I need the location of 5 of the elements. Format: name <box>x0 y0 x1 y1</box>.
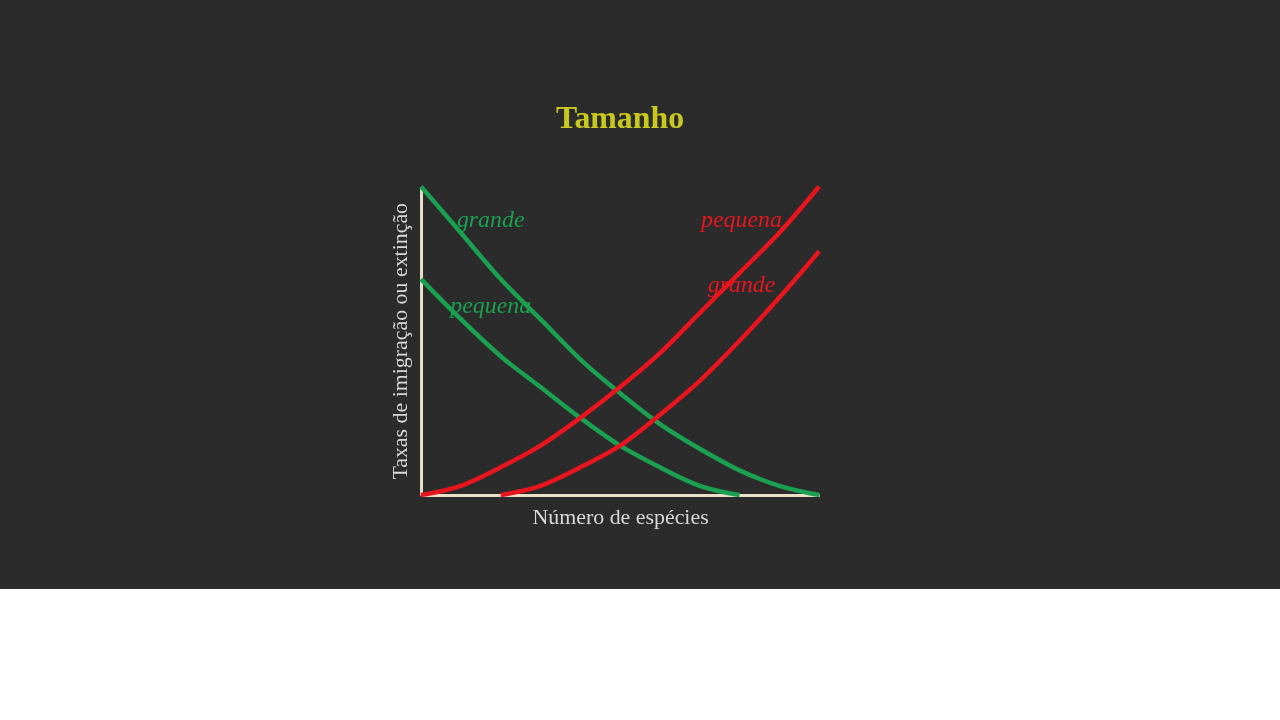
y-axis-title: Taxas de imigração ou extinção <box>386 202 412 480</box>
series-label: grande <box>456 205 525 232</box>
chart-title: Tamanho <box>556 99 685 135</box>
x-axis-title: Número de espécies <box>532 504 709 530</box>
series-label: pequena <box>699 205 783 232</box>
